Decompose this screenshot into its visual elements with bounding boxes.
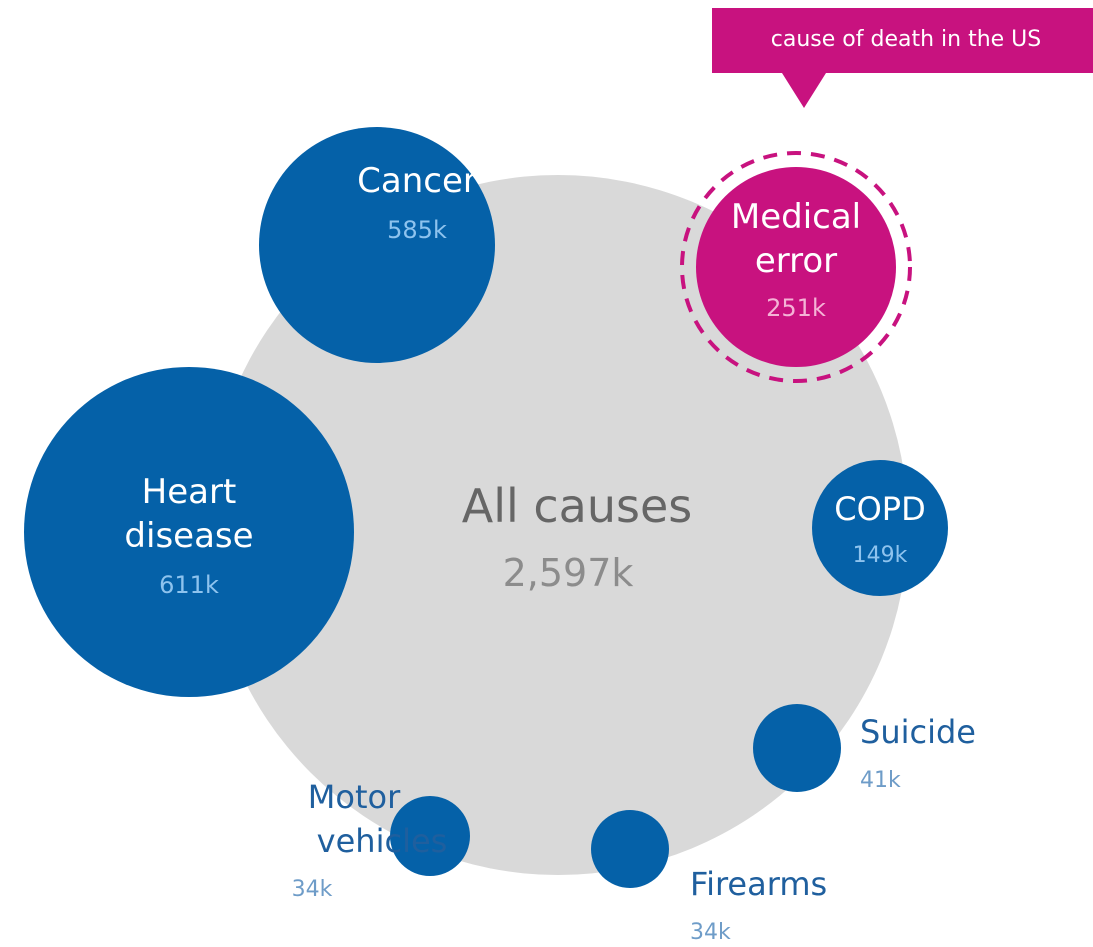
bubble-firearms: Firearms 34k xyxy=(591,810,827,945)
label-medical-error-line-1: Medical xyxy=(731,197,861,237)
all-causes-value: 2,597k xyxy=(503,551,634,595)
circle-cancer xyxy=(259,127,495,363)
circle-copd xyxy=(812,460,948,596)
label-firearms: Firearms xyxy=(690,865,827,903)
callout: cause of death in the US xyxy=(712,8,1093,108)
bubble-suicide: Suicide 41k xyxy=(753,704,976,793)
circle-firearms xyxy=(591,810,669,888)
value-firearms: 34k xyxy=(690,920,731,945)
value-heart-disease: 611k xyxy=(159,571,219,599)
circle-medical-error xyxy=(696,167,896,367)
label-motor-vehicles-line-2: vehicles xyxy=(317,822,448,860)
callout-banner xyxy=(712,8,1093,108)
value-suicide: 41k xyxy=(860,768,901,793)
value-copd: 149k xyxy=(853,543,908,568)
circle-suicide xyxy=(753,704,841,792)
label-medical-error-line-2: error xyxy=(755,241,837,281)
label-heart-disease-line-2: disease xyxy=(124,516,253,556)
callout-text: cause of death in the US xyxy=(771,27,1041,52)
circle-motor-vehicles xyxy=(390,796,470,876)
dashed-outline-medical-error xyxy=(680,151,912,383)
all-causes-label: All causes xyxy=(462,479,693,533)
bubble-copd: COPD 149k xyxy=(812,460,948,596)
value-motor-vehicles: 34k xyxy=(292,877,333,902)
label-heart-disease-line-1: Heart xyxy=(142,472,237,512)
bubble-motor-vehicles: Motor vehicles 34k xyxy=(292,778,470,902)
bubble-cancer: Cancer 585k xyxy=(259,127,495,363)
circle-heart-disease xyxy=(24,367,354,697)
label-copd: COPD xyxy=(834,490,925,528)
label-suicide: Suicide xyxy=(860,713,976,751)
label-cancer: Cancer xyxy=(357,161,477,201)
value-medical-error: 251k xyxy=(766,294,826,322)
label-motor-vehicles-line-1: Motor xyxy=(308,778,401,816)
value-cancer: 585k xyxy=(387,216,447,244)
